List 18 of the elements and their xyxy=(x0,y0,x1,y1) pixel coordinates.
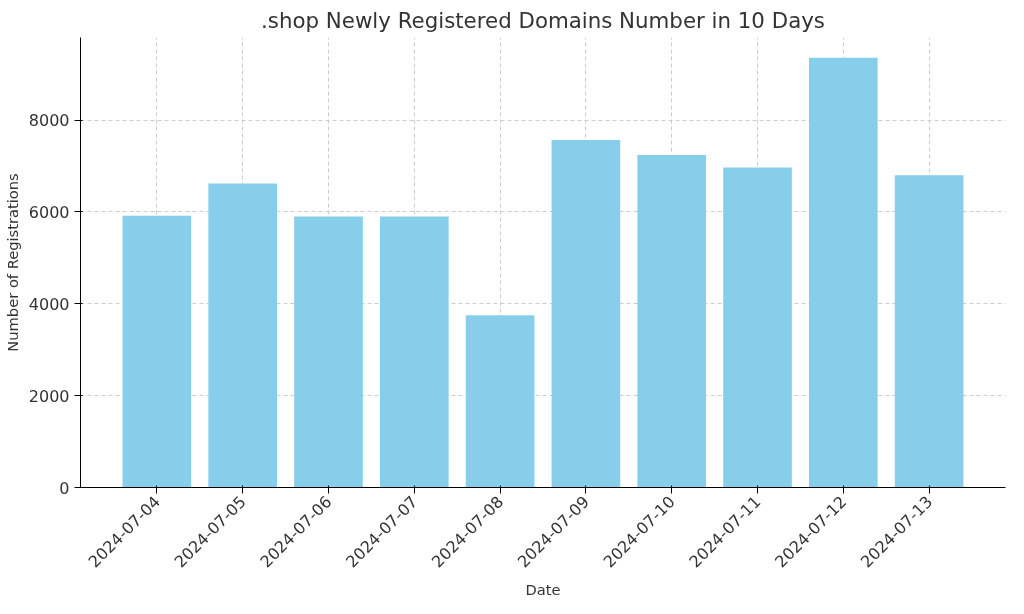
y-axis-title: Number of Registrations xyxy=(3,173,21,352)
y-tick-label: 8000 xyxy=(28,111,70,131)
bar xyxy=(208,183,277,488)
y-tick-label: 2000 xyxy=(28,386,70,406)
bar xyxy=(465,315,535,488)
bar xyxy=(809,57,878,488)
chart-title: .shop Newly Registered Domains Number in 10 Days xyxy=(261,7,825,33)
y-tick-label: 6000 xyxy=(28,202,70,222)
bar xyxy=(894,175,964,488)
bar xyxy=(637,155,707,488)
bar xyxy=(551,139,621,488)
bar xyxy=(723,167,792,488)
bar xyxy=(294,216,363,488)
bar xyxy=(122,215,192,488)
x-axis-title: Date xyxy=(525,580,561,598)
y-tick-label: 4000 xyxy=(28,294,70,314)
y-tick-label: 0 xyxy=(59,478,70,498)
bar xyxy=(379,216,449,488)
